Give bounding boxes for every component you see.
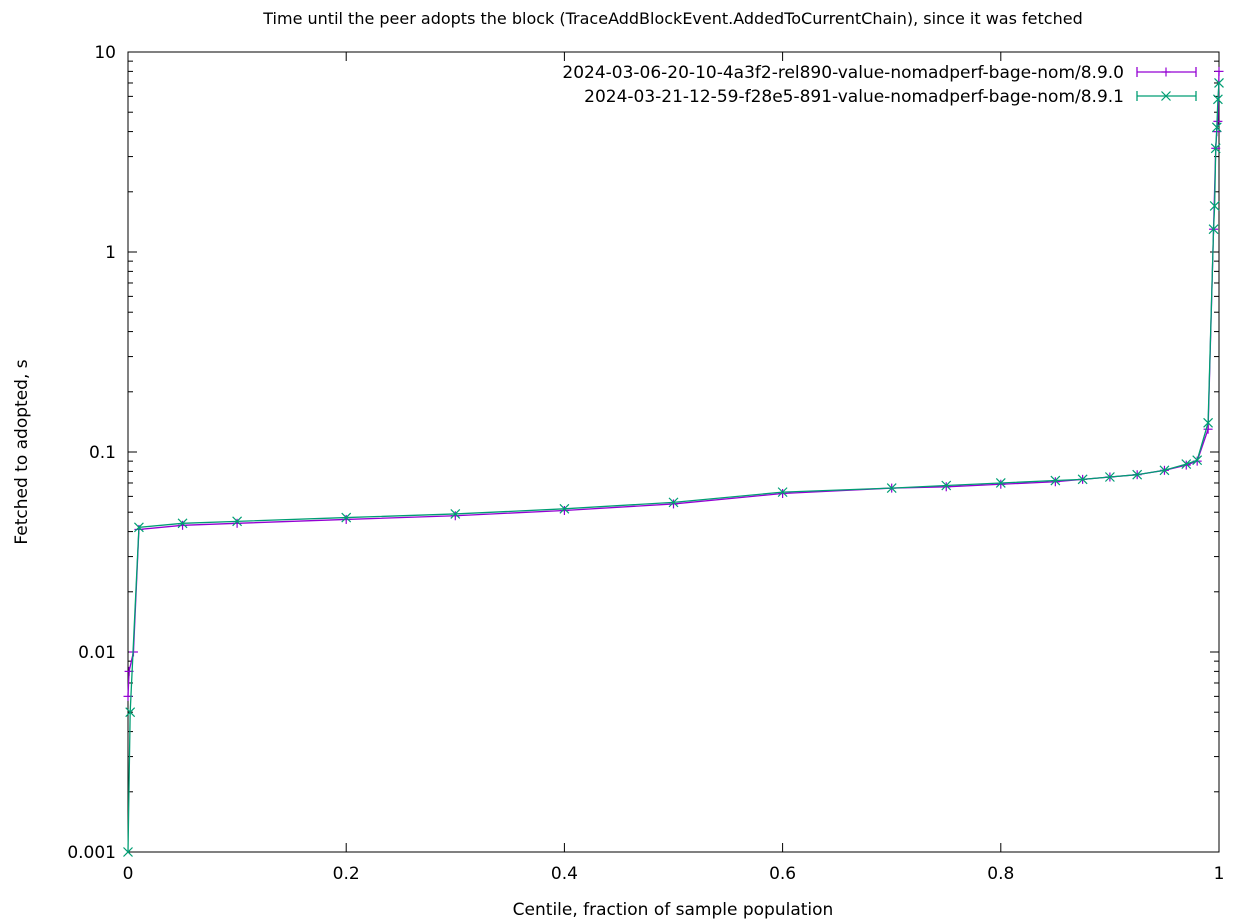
marker-stroke xyxy=(123,847,133,857)
legend-label: 2024-03-06-20-10-4a3f2-rel890-value-noma… xyxy=(562,63,1124,83)
x-axis-ticks: 0 0.2 0.4 0.6 0.8 1 xyxy=(123,52,1225,884)
marker-stroke xyxy=(941,480,952,491)
data-point xyxy=(341,514,351,524)
data-point xyxy=(1192,455,1203,466)
x-tick-label: 0.6 xyxy=(769,864,796,884)
data-point xyxy=(178,520,188,530)
y-tick-label: 0.1 xyxy=(89,443,116,463)
marker-stroke xyxy=(995,478,1006,488)
marker-stroke xyxy=(559,503,570,514)
data-point xyxy=(778,489,788,499)
marker-stroke xyxy=(1214,78,1224,88)
x-tick-label: 0.2 xyxy=(333,864,360,884)
data-point xyxy=(1203,424,1213,434)
marker-stroke xyxy=(668,497,679,508)
data-point xyxy=(123,847,133,857)
data-point xyxy=(559,503,570,514)
data-point xyxy=(232,518,242,528)
marker-stroke xyxy=(1208,224,1219,235)
y-tick-label: 10 xyxy=(94,43,116,63)
data-point xyxy=(668,497,679,508)
data-point xyxy=(450,511,460,521)
data-point xyxy=(1214,66,1224,76)
y-tick-label: 0.01 xyxy=(78,643,116,663)
marker-stroke xyxy=(1161,91,1171,101)
marker-stroke xyxy=(1212,94,1223,105)
y-axis-label: Fetched to adopted, s xyxy=(12,359,32,544)
data-point xyxy=(125,707,136,718)
marker-stroke xyxy=(886,483,897,494)
data-point xyxy=(777,487,788,498)
data-point xyxy=(1210,143,1221,154)
marker-stroke xyxy=(133,522,144,533)
data-point xyxy=(1161,67,1171,77)
marker-stroke xyxy=(125,707,136,718)
data-point xyxy=(1209,200,1220,211)
series-line xyxy=(127,82,1220,853)
marker-stroke xyxy=(1050,475,1061,486)
data-point xyxy=(941,482,951,492)
data-point xyxy=(1208,224,1219,235)
plot-frame xyxy=(127,51,1220,853)
y-tick-label: 1 xyxy=(105,243,116,263)
marker-stroke xyxy=(1210,143,1221,154)
data-point xyxy=(1214,78,1224,88)
data-point xyxy=(1212,94,1223,105)
marker-stroke xyxy=(232,516,243,527)
chart-title: Time until the peer adopts the block (Tr… xyxy=(262,9,1082,28)
data-point xyxy=(996,479,1006,489)
data-point xyxy=(1211,122,1222,133)
data-point xyxy=(177,518,188,529)
marker-stroke xyxy=(1192,455,1203,466)
x-tick-label: 0.8 xyxy=(987,864,1014,884)
marker-stroke xyxy=(1159,465,1170,476)
series-layer xyxy=(123,66,1224,857)
data-point xyxy=(341,512,352,523)
y-tick-label: 0.001 xyxy=(67,843,116,863)
legend-label: 2024-03-21-12-59-f28e5-891-value-nomadpe… xyxy=(584,87,1124,107)
marker-stroke xyxy=(1077,474,1088,485)
data-point xyxy=(1050,477,1060,487)
data-point xyxy=(995,478,1006,488)
data-point xyxy=(669,499,678,509)
data-point xyxy=(1159,465,1170,476)
marker-stroke xyxy=(1132,469,1143,480)
marker-stroke xyxy=(450,509,461,519)
data-point xyxy=(1132,469,1143,480)
data-point xyxy=(232,516,243,527)
data-point xyxy=(450,509,461,519)
data-point xyxy=(1203,417,1214,428)
marker-stroke xyxy=(777,487,788,498)
data-point xyxy=(1050,475,1061,486)
y-axis-ticks: 0.001 0.01 0.1 1 10 xyxy=(67,43,1219,863)
data-point xyxy=(1077,474,1088,485)
data-point xyxy=(559,505,569,515)
data-point xyxy=(133,522,144,533)
marker-stroke xyxy=(1203,417,1214,428)
marker-stroke xyxy=(1209,200,1220,211)
data-point xyxy=(1104,472,1115,482)
marker-stroke xyxy=(1104,472,1115,482)
x-axis-label: Centile, fraction of sample population xyxy=(513,900,834,920)
data-point xyxy=(1213,116,1223,126)
x-tick-label: 1 xyxy=(1214,864,1225,884)
data-point xyxy=(1181,459,1192,470)
data-point xyxy=(941,480,952,491)
marker-stroke xyxy=(1181,459,1192,470)
data-point xyxy=(1161,91,1171,101)
x-tick-label: 0.4 xyxy=(551,864,578,884)
legend: 2024-03-06-20-10-4a3f2-rel890-value-noma… xyxy=(562,63,1197,107)
marker-stroke xyxy=(1211,122,1222,133)
marker-stroke xyxy=(341,512,352,523)
marker-stroke xyxy=(177,518,188,529)
data-point xyxy=(886,483,897,494)
series-line xyxy=(127,71,1220,697)
x-tick-label: 0 xyxy=(123,864,134,884)
